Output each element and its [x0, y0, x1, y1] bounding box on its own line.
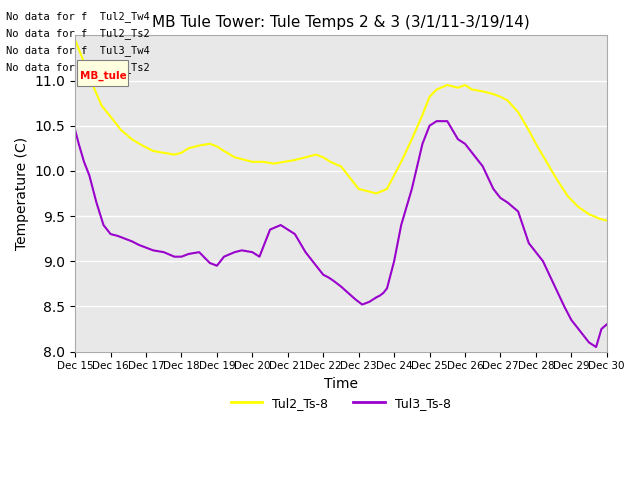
Tul2_Ts-8	[206, 141, 214, 146]
Y-axis label: Temperature (C): Temperature (C)	[15, 137, 29, 250]
Tul2_Ts-8	[84, 69, 92, 74]
Tul3_Ts-8	[301, 249, 309, 255]
Text: No data for f  Tul2_Ts2: No data for f Tul2_Ts2	[6, 28, 150, 39]
Tul3_Ts-8	[231, 249, 239, 255]
Title: MB Tule Tower: Tule Temps 2 & 3 (3/1/11-3/19/14): MB Tule Tower: Tule Temps 2 & 3 (3/1/11-…	[152, 15, 530, 30]
X-axis label: Time: Time	[324, 377, 358, 391]
Line: Tul2_Ts-8: Tul2_Ts-8	[75, 40, 607, 220]
Tul3_Ts-8	[358, 301, 366, 307]
Tul2_Ts-8	[348, 177, 355, 183]
Tul2_Ts-8	[454, 85, 461, 91]
Text: MB_tule: MB_tule	[80, 71, 127, 82]
Text: No data for f  Tul3_Tw4: No data for f Tul3_Tw4	[6, 45, 150, 56]
Tul3_Ts-8	[185, 251, 193, 257]
Line: Tul3_Ts-8: Tul3_Ts-8	[75, 121, 607, 347]
Tul3_Ts-8	[71, 127, 79, 133]
Tul3_Ts-8	[433, 118, 440, 124]
Legend: Tul2_Ts-8, Tul3_Ts-8: Tul2_Ts-8, Tul3_Ts-8	[226, 392, 456, 415]
Text: No data for f  Tul2_Tw4: No data for f Tul2_Tw4	[6, 11, 150, 22]
Tul2_Ts-8	[603, 217, 611, 223]
Tul2_Ts-8	[117, 127, 125, 133]
Tul3_Ts-8	[592, 344, 600, 350]
Text: No data for f  Tul3_Ts2: No data for f Tul3_Ts2	[6, 61, 150, 72]
Tul3_Ts-8	[603, 322, 611, 327]
Tul2_Ts-8	[149, 148, 157, 154]
Tul3_Ts-8	[532, 249, 540, 255]
Tul3_Ts-8	[128, 239, 136, 244]
Tul2_Ts-8	[71, 37, 79, 43]
